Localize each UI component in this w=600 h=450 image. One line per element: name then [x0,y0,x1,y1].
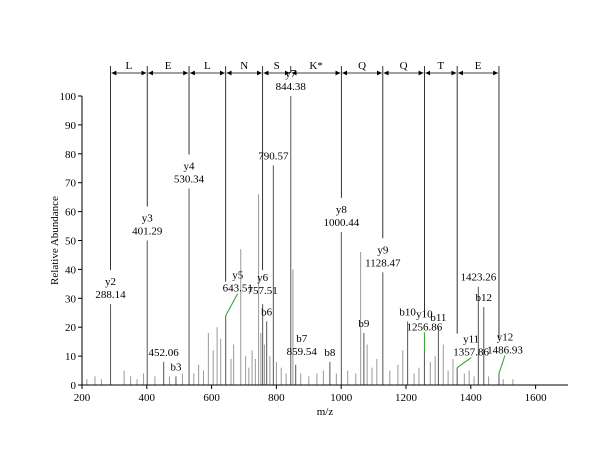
residue-label: Q [358,60,366,72]
ion-label: y12 [497,331,514,343]
y-tick-label: 50 [65,236,77,248]
label-leader [498,355,506,374]
y-tick-label: 40 [65,264,77,276]
mz-label: 859.54 [287,346,318,358]
mz-label: 1357.86 [453,347,489,359]
mz-label: 643.51 [223,283,253,295]
residue-label: L [204,60,211,72]
residue-label: E [475,60,482,72]
ion-label: y5 [232,270,244,282]
mz-label: 1486.93 [487,344,523,356]
y-tick-label: 0 [71,380,77,392]
ion-label: b6 [261,306,273,318]
mz-label: 530.34 [174,173,205,185]
mz-label: 1256.86 [407,321,443,333]
x-tick-label: 1200 [395,392,418,404]
y-tick-label: 90 [65,120,77,132]
ion-label: b11 [430,312,446,324]
label-leader [456,357,472,369]
ion-label: b7 [296,333,308,345]
ion-label: y7 [285,68,297,80]
y-tick-label: 100 [60,91,77,103]
residue-label: T [437,60,444,72]
ion-label: y11 [463,334,479,346]
mz-label: 844.38 [276,81,307,93]
mz-label: 288.14 [95,289,126,301]
mz-label: 1423.26 [460,272,496,284]
mz-label: 452.06 [149,347,180,359]
residue-label: K* [309,60,322,72]
ion-label: y3 [142,213,154,225]
ion-label: y8 [336,204,348,216]
ion-label: y6 [257,272,269,284]
ion-label: y10 [416,308,433,320]
residue-label: Q [400,60,408,72]
sequence-annotation: L E L N S K* Q Q T E [110,60,500,340]
mz-label: 401.29 [132,226,163,238]
y-tick-label: 30 [65,293,77,305]
y-tick-label: 20 [65,322,77,334]
ion-label: y2 [105,276,116,288]
label-leader [225,293,239,316]
ion-label: y4 [184,160,196,172]
x-tick-label: 1400 [460,392,483,404]
y-tick-label: 80 [65,149,77,161]
residue-label: L [126,60,133,72]
axes: 200 400 600 800 1000 1200 1400 1600 0 10 20 30 40 50… [49,91,568,418]
ion-label: b9 [358,318,370,330]
peaks [86,96,514,385]
x-tick-label: 600 [203,392,220,404]
ion-label: b12 [476,292,493,304]
mz-label: 1128.47 [365,257,401,269]
residue-label: N [240,60,248,72]
residue-label: E [165,60,172,72]
x-tick-label: 400 [139,392,156,404]
ion-label: b10 [399,306,416,318]
x-tick-label: 1000 [330,392,353,404]
x-axis-ticks: 200 400 600 800 1000 1200 1400 1600 [74,385,547,404]
ion-label: y9 [377,244,389,256]
mz-label: 757.51 [248,285,278,297]
y-tick-label: 10 [65,351,77,363]
x-axis-title: m/z [317,406,334,418]
residue-label: S [274,60,280,72]
ion-label: b3 [170,361,182,373]
mz-label: 1000.44 [323,217,359,229]
y-tick-label: 60 [65,207,77,219]
x-tick-label: 1600 [525,392,548,404]
y-axis-ticks: 0 10 20 30 40 50 60 70 80 90 100 [60,91,82,392]
x-tick-label: 200 [74,392,91,404]
ion-label: b8 [324,347,336,359]
x-tick-label: 800 [268,392,285,404]
y-axis-title: Relative Abundance [49,196,61,285]
mz-label: 790.57 [258,150,289,162]
y-tick-label: 70 [65,178,77,190]
